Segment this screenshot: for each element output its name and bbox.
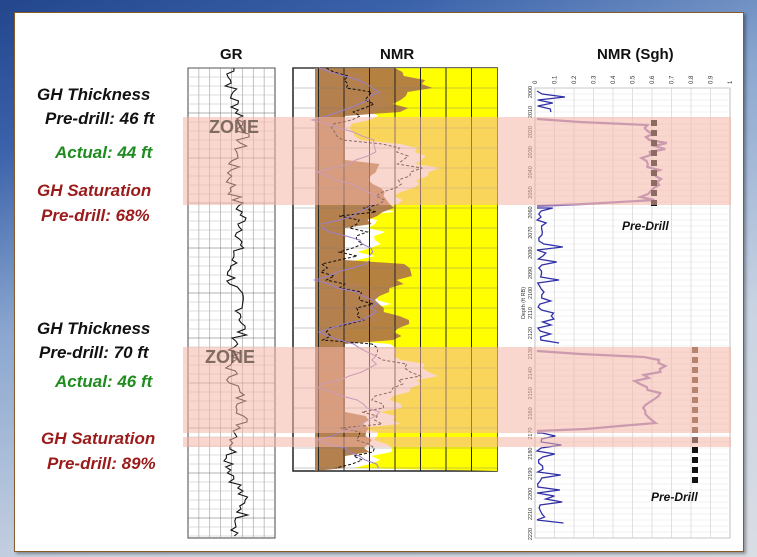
sgh-depth-tick-label: 2060 [528,206,534,218]
predrill-marker [692,447,698,453]
sgh-curve-spikes [536,90,566,113]
zone1-saturation-predrill: Pre-drill: 68% [41,206,150,225]
zone2-thin-band [183,437,731,447]
zone1-predrill-label: Pre-Drill [622,219,669,233]
sgh-depth-tick-label: 2110 [528,307,534,319]
zone2-band [183,347,731,433]
zone1-thickness-actual: Actual: 44 ft [55,143,153,162]
sgh-x-tick-label: 0.6 [650,75,656,84]
sgh-x-tick-label: 0.4 [611,75,617,84]
zone1-band [183,117,731,205]
sgh-depth-tick-label: 2000 [528,86,534,98]
zone2-thickness-actual: Actual: 46 ft [55,372,153,391]
sgh-x-tick-label: 0.8 [689,75,695,84]
sgh-depth-tick-label: 2100 [528,287,534,299]
zone1-label: ZONE [209,117,260,137]
predrill-marker [692,467,698,473]
sgh-depth-tick-label: 2210 [528,508,534,520]
sgh-depth-tick-label: 2090 [528,267,534,279]
sgh-x-tick-label: 0.5 [631,75,637,84]
sgh-depth-tick-label: 2080 [528,247,534,259]
sgh-x-tick-label: 0.1 [553,75,559,84]
predrill-marker [692,457,698,463]
zone1-thickness-predrill: Pre-drill: 46 ft [45,109,155,128]
sgh-depth-tick-label: 2010 [528,106,534,118]
sgh-depth-tick-label: 2120 [528,327,534,339]
nmr-track-header: NMR [380,46,415,63]
sgh-x-tick-label: 0.9 [709,75,715,84]
zone2-saturation-title: GH Saturation [41,429,156,448]
gr-track-header: GR [220,46,243,63]
sgh-depth-tick-label: 2070 [528,227,534,239]
sgh-x-tick-label: 0.7 [670,75,676,84]
predrill-marker [692,477,698,483]
sgh-depth-tick-label: 2200 [528,488,534,500]
sgh-x-tick-label: 1 [728,80,734,84]
slide: GH Thickness Pre-drill: 46 ft Actual: 44… [14,12,744,552]
sgh-x-tick-label: 0.2 [572,75,578,84]
zone1-thickness-title: GH Thickness [37,85,151,104]
sgh-curve-spikes [535,207,563,344]
sgh-depth-tick-label: 2220 [528,528,534,540]
well-log-graphics: 00.10.20.30.40.50.60.70.80.9120002010202… [183,67,734,540]
sgh-depth-axis-title: Depth (ft RB) [521,287,527,319]
sgh-x-tick-label: 0.3 [592,75,598,84]
sgh-depth-tick-label: 2190 [528,468,534,480]
sgh-depth-tick-label: 2170 [528,427,534,439]
zone1-saturation-title: GH Saturation [37,181,152,200]
zone2-predrill-label: Pre-Drill [651,490,698,504]
zone2-label: ZONE [205,347,256,367]
zone2-saturation-predrill: Pre-drill: 89% [47,454,156,473]
nmr-sgh-track-header: NMR (Sgh) [597,46,674,63]
zone2-thickness-title: GH Thickness [37,319,151,338]
zone2-thickness-predrill: Pre-drill: 70 ft [39,343,149,362]
sgh-x-tick-label: 0 [533,80,539,84]
sgh-depth-tick-label: 2180 [528,448,534,460]
